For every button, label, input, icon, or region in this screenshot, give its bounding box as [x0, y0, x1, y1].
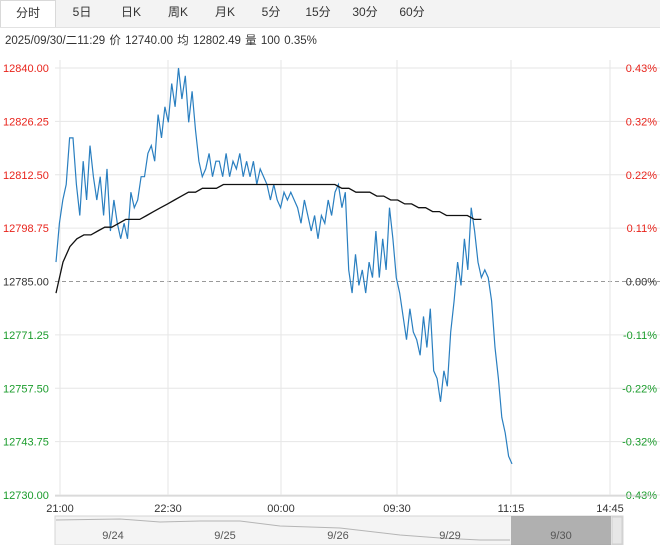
y-tick-right: 0.11%	[627, 223, 658, 235]
volume-label: 量	[245, 35, 257, 47]
x-tick-label: 22:30	[154, 503, 182, 515]
tab-7[interactable]: 15分	[305, 5, 331, 19]
x-tick-label: 09:30	[383, 503, 411, 515]
navigator-handle	[611, 516, 623, 545]
y-tick-left: 12826.25	[3, 116, 49, 128]
navigator-date-label: 9/25	[214, 530, 235, 542]
price-value: 12740.00	[125, 35, 174, 47]
tab-6[interactable]: 5分	[261, 5, 281, 19]
y-tick-left: 12785.00	[3, 277, 49, 289]
y-tick-right: 0.22%	[626, 170, 657, 182]
navigator-date-label: 9/24	[102, 530, 123, 542]
x-tick-label: 14:45	[596, 503, 624, 515]
y-tick-right: -0.22%	[622, 383, 657, 395]
y-tick-right: -0.11%	[623, 330, 657, 342]
price-label: 价	[109, 35, 121, 47]
y-tick-left: 12812.50	[3, 170, 49, 182]
quote-info-bar: 2025/09/30/二11:29 价 12740.00 均 12802.49 …	[5, 32, 318, 48]
change-percent: 0.35%	[284, 35, 317, 47]
navigator-preview-line	[55, 518, 510, 541]
tab-5[interactable]: 月K	[214, 5, 235, 19]
average-line	[55, 183, 482, 294]
y-tick-left: 12771.25	[3, 330, 49, 342]
tab-3[interactable]: 日K	[120, 5, 141, 19]
y-tick-left: 12798.75	[3, 223, 49, 235]
tab-1[interactable]: 分时	[0, 0, 56, 27]
avg-value: 12802.49	[192, 35, 241, 47]
x-tick-label: 11:15	[498, 503, 525, 515]
period-tabs: 分时 5日 日K 周K 月K 5分 15分 30分 60分	[0, 0, 660, 28]
tab-2[interactable]: 5日	[72, 5, 92, 19]
x-tick-label: 00:00	[267, 503, 295, 515]
volume-value: 100	[260, 35, 281, 47]
quote-datetime: 2025/09/30/二11:29	[5, 35, 106, 47]
y-tick-right: 0.43%	[626, 63, 657, 75]
navigator-date-label: 9/30	[550, 530, 571, 542]
tab-9[interactable]: 60分	[399, 5, 425, 19]
y-tick-left: 12757.50	[3, 383, 49, 395]
y-tick-right: 0.32%	[626, 116, 657, 128]
navigator-date-label: 9/29	[439, 530, 460, 542]
navigator-date-label: 9/26	[327, 530, 348, 542]
x-tick-label: 21:00	[46, 503, 74, 515]
price-line	[55, 67, 513, 465]
y-tick-right: -0.32%	[622, 437, 657, 449]
y-tick-left: 12730.00	[3, 490, 49, 502]
y-tick-left: 12743.75	[3, 437, 49, 449]
tab-4[interactable]: 周K	[167, 5, 188, 19]
y-tick-left: 12840.00	[3, 63, 49, 75]
navigator-selection	[511, 516, 611, 545]
tab-8[interactable]: 30分	[352, 5, 378, 19]
avg-label: 均	[177, 35, 189, 47]
y-tick-right: 0.00%	[626, 277, 657, 289]
